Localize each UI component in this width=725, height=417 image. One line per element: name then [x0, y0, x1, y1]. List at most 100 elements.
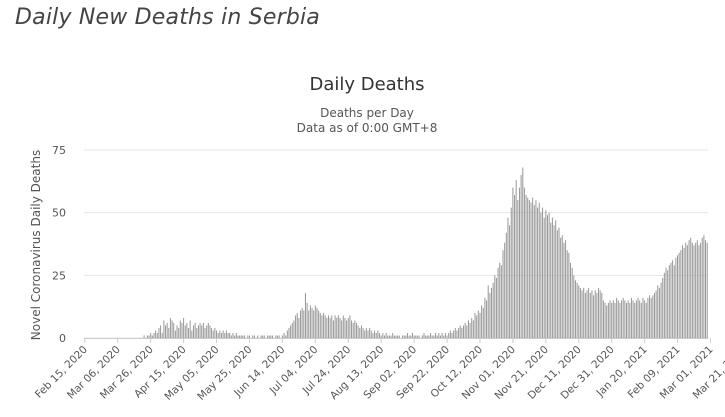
bar — [197, 325, 199, 338]
bar — [212, 330, 214, 338]
bar — [153, 332, 155, 338]
bar — [525, 195, 527, 338]
bar — [647, 297, 649, 338]
bar — [428, 335, 430, 338]
bar — [677, 255, 679, 338]
bar — [561, 235, 563, 338]
bar — [601, 292, 603, 338]
bar — [481, 305, 483, 338]
bar — [588, 287, 590, 338]
bar — [202, 322, 204, 338]
bar — [239, 335, 241, 338]
bar — [296, 312, 298, 338]
bar — [690, 237, 692, 338]
bar — [537, 207, 539, 338]
bar — [339, 317, 341, 338]
bar — [691, 242, 693, 338]
bar — [551, 217, 553, 338]
bar — [323, 312, 325, 338]
bar — [456, 330, 458, 338]
bar — [546, 215, 548, 338]
bar — [327, 315, 330, 338]
bar — [449, 330, 451, 338]
bar — [178, 327, 180, 338]
bar — [635, 300, 637, 338]
bar — [349, 315, 351, 338]
bar — [617, 300, 619, 338]
bar — [530, 202, 532, 338]
bar — [681, 245, 683, 338]
bar — [431, 335, 433, 338]
bar — [262, 335, 264, 338]
bar — [438, 332, 440, 338]
bar — [444, 332, 446, 338]
bar — [629, 302, 631, 338]
bar — [686, 245, 688, 338]
bar — [705, 240, 707, 338]
bar — [344, 317, 346, 338]
bar — [653, 292, 656, 338]
bar — [365, 327, 367, 338]
bar — [637, 297, 639, 338]
bar — [571, 267, 573, 338]
bar — [509, 225, 511, 338]
bar — [364, 330, 366, 338]
bar — [688, 240, 690, 338]
bar — [642, 297, 644, 338]
bar — [583, 287, 585, 338]
bar — [209, 325, 211, 338]
bar — [441, 332, 443, 338]
bar — [257, 335, 259, 338]
bar — [372, 332, 374, 338]
bar — [281, 335, 283, 338]
bar — [171, 320, 173, 338]
bar — [359, 327, 361, 338]
bar — [351, 320, 353, 338]
bar — [235, 332, 237, 338]
bar — [242, 335, 244, 338]
bar — [479, 312, 481, 338]
bar — [540, 212, 542, 338]
bar — [199, 322, 201, 338]
bar — [522, 167, 524, 338]
bar — [150, 332, 152, 338]
bar — [512, 187, 514, 338]
bar — [194, 322, 196, 338]
bar — [560, 237, 562, 338]
bar — [224, 332, 226, 338]
bar — [532, 197, 534, 338]
bar — [576, 282, 578, 338]
bar — [407, 332, 409, 338]
bar — [500, 265, 502, 338]
bar — [196, 327, 198, 338]
bar — [632, 300, 634, 338]
bar — [487, 285, 489, 338]
bar — [472, 320, 474, 338]
bar — [609, 300, 611, 338]
bar — [275, 335, 277, 338]
bar — [550, 222, 552, 338]
bar — [283, 332, 285, 338]
bar — [385, 332, 387, 338]
bar — [355, 322, 357, 338]
bar — [295, 315, 297, 338]
bar — [421, 335, 423, 338]
bar — [299, 310, 302, 338]
bar — [490, 287, 493, 338]
bar — [433, 335, 435, 338]
bar — [346, 320, 348, 338]
bar — [515, 180, 517, 338]
chart-title: Daily Deaths — [309, 74, 424, 95]
bar — [334, 315, 336, 338]
bar — [645, 302, 647, 338]
y-tick-label: 0 — [59, 332, 66, 345]
bar — [673, 265, 675, 338]
bar — [663, 272, 665, 338]
bar — [308, 310, 310, 338]
chart-subtitle-line-1: Deaths per Day — [320, 106, 414, 120]
bar — [517, 200, 519, 338]
bar — [533, 205, 535, 338]
bar — [518, 187, 520, 338]
